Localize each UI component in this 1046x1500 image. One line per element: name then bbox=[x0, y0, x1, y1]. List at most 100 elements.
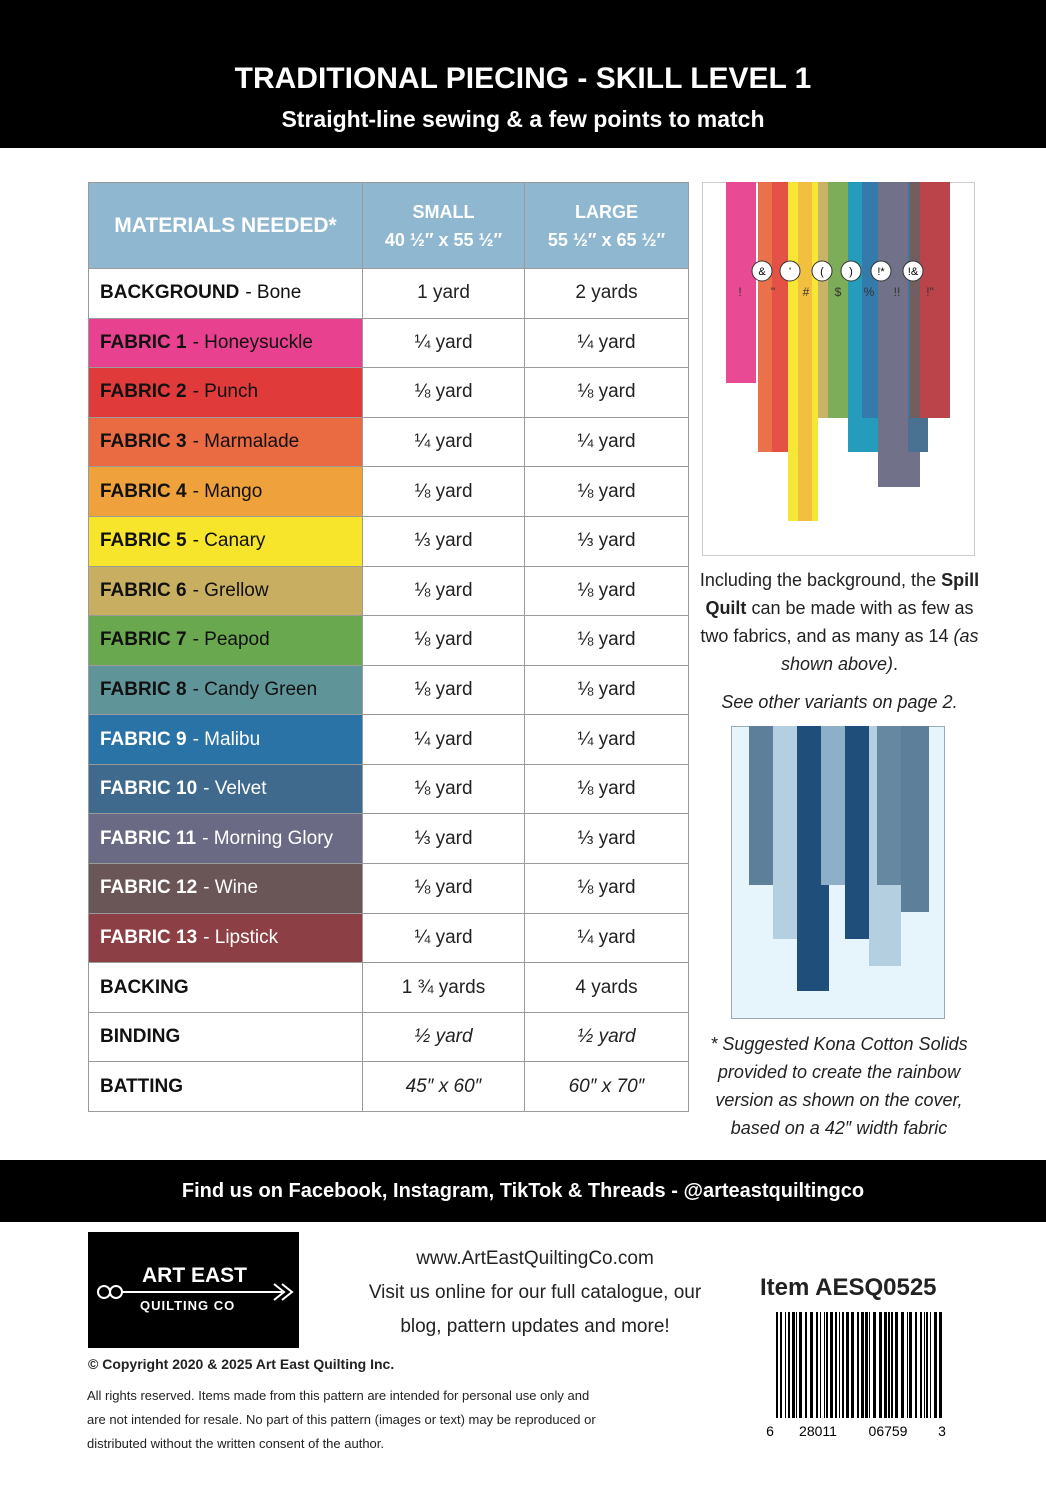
barcode-bar bbox=[846, 1312, 849, 1418]
quilt-label: !* bbox=[877, 266, 885, 278]
amount: ¼ yard bbox=[363, 318, 525, 369]
header-cell: LARGE 55 ½″ x 65 ½″ bbox=[525, 183, 689, 269]
row-label: FABRIC 3- Marmalade bbox=[89, 417, 363, 468]
amount: 1 yard bbox=[363, 269, 525, 319]
amount: ¼ yard bbox=[363, 913, 525, 964]
social: Find us on Facebook, Instagram, TikTok &… bbox=[181, 1180, 865, 1202]
logo: ART EAST QUILTING CO bbox=[88, 1232, 299, 1348]
barcode-bar bbox=[861, 1312, 864, 1418]
barcode-bar bbox=[926, 1312, 928, 1418]
fabric-desc: - Grellow bbox=[192, 579, 269, 601]
amount: ⅛ yard bbox=[525, 616, 689, 666]
row-label: FABRIC 7- Peapod bbox=[89, 616, 363, 666]
rights: All rights reserved. Items made from thi… bbox=[87, 1384, 596, 1456]
amount: 60″ x 70″ bbox=[525, 1062, 689, 1112]
label-circle bbox=[870, 260, 892, 282]
amount: ⅛ yard bbox=[525, 467, 689, 517]
fabric-name: FABRIC 12 bbox=[100, 877, 198, 899]
barcode-bar bbox=[839, 1312, 840, 1418]
barcode-bar bbox=[796, 1312, 797, 1418]
social-band: Find us on Facebook, Instagram, TikTok &… bbox=[0, 1160, 1046, 1222]
subtitle: Straight-line sewing & a few points to m… bbox=[281, 106, 765, 132]
amount: ⅛ yard bbox=[525, 566, 689, 617]
amount: 2 yards bbox=[525, 269, 689, 319]
variants-note: See other variants on page 2. bbox=[721, 692, 958, 712]
fabric-desc: - Lipstick bbox=[203, 926, 279, 948]
text-line: provided to create the rainbow bbox=[717, 1062, 961, 1082]
amount: 45″ x 60″ bbox=[363, 1062, 525, 1112]
column-size: 40 ½″ x 55 ½″ bbox=[384, 229, 503, 250]
text-line: are not intended for resale. No part of … bbox=[87, 1412, 596, 1427]
barcode-bar bbox=[835, 1312, 837, 1418]
item-number: Item AESQ0525 bbox=[760, 1274, 937, 1301]
barcode-bar bbox=[830, 1312, 833, 1418]
amount: ⅛ yard bbox=[363, 368, 525, 418]
label-circle bbox=[779, 260, 801, 282]
fabric-desc: - Mango bbox=[192, 480, 263, 502]
row-label: FABRIC 11- Morning Glory bbox=[89, 814, 363, 865]
barcode-bar bbox=[824, 1312, 825, 1418]
row-label: BACKING bbox=[89, 963, 363, 1013]
barcode-bar bbox=[901, 1312, 904, 1418]
amount: ⅛ yard bbox=[525, 764, 689, 815]
amount: ⅛ yard bbox=[525, 665, 689, 716]
text-line: Visit us online for our full catalogue, … bbox=[368, 1282, 702, 1303]
quilt-blue bbox=[731, 726, 945, 1019]
fabric-name: BACKING bbox=[100, 976, 189, 998]
amount: ⅛ yard bbox=[363, 467, 525, 517]
logo-line2: QUILTING CO bbox=[140, 1298, 236, 1313]
barcode-bar bbox=[930, 1312, 931, 1418]
amount: 1 ¾ yards bbox=[363, 963, 525, 1013]
materials-table: MATERIALS NEEDED* SMALL 40 ½″ x 55 ½″ LARGE… bbox=[88, 182, 689, 1112]
fabric-name: FABRIC 4 bbox=[100, 480, 187, 502]
fabric-desc: - Canary bbox=[192, 530, 266, 552]
barcode-bar bbox=[810, 1312, 813, 1418]
row-label: FABRIC 9- Malibu bbox=[89, 715, 363, 765]
fabric-name: FABRIC 10 bbox=[100, 778, 198, 800]
header-text: LARGE 55 ½″ x 65 ½″ bbox=[548, 198, 665, 254]
amount: ¼ yard bbox=[363, 715, 525, 765]
barcode-bar bbox=[785, 1312, 786, 1418]
fabric-name: FABRIC 2 bbox=[100, 381, 187, 403]
amount: ⅛ yard bbox=[363, 764, 525, 815]
caption-part: Including the background, the bbox=[699, 570, 942, 590]
amount: ¼ yard bbox=[525, 715, 689, 765]
barcode-bar bbox=[851, 1312, 854, 1418]
barcode-digits: 28011 bbox=[799, 1423, 837, 1439]
barcode-bar bbox=[884, 1312, 887, 1418]
text-line: distributed without the written consent … bbox=[87, 1436, 385, 1451]
label-circle bbox=[840, 260, 862, 282]
logo-arrow bbox=[97, 1283, 294, 1301]
caption: Including the background, the Spill Quil… bbox=[692, 566, 987, 678]
quilt-rainbow: & '() !* !&! " # $%!! !" bbox=[702, 182, 975, 556]
text-line: All rights reserved. Items made from thi… bbox=[87, 1388, 590, 1403]
barcode-bar bbox=[888, 1312, 890, 1418]
footnote: * Suggested Kona Cotton Solids provided t… bbox=[690, 1030, 988, 1142]
fabric-name: FABRIC 6 bbox=[100, 579, 187, 601]
quilt-label: !! bbox=[894, 285, 901, 299]
fabric-desc: - Honeysuckle bbox=[192, 331, 313, 353]
header-text: SMALL 40 ½″ x 55 ½″ bbox=[385, 198, 502, 254]
amount: ¼ yard bbox=[525, 417, 689, 468]
fabric-desc: - Malibu bbox=[192, 728, 261, 750]
barcode-bar bbox=[907, 1312, 908, 1418]
amount: ⅓ yard bbox=[525, 516, 689, 567]
fabric-desc: - Bone bbox=[245, 282, 302, 304]
amount: 4 yards bbox=[525, 963, 689, 1013]
fabric-desc: - Candy Green bbox=[192, 678, 318, 700]
row-label: FABRIC 13- Lipstick bbox=[89, 913, 363, 964]
barcode-bar bbox=[924, 1312, 925, 1418]
caption-part: can be made with as few as two fabrics, … bbox=[700, 598, 974, 646]
barcode-bar bbox=[869, 1312, 870, 1418]
fabric-name: BINDING bbox=[100, 1026, 181, 1048]
quilt-label: ( bbox=[820, 266, 824, 278]
row-label: BINDING bbox=[89, 1012, 363, 1063]
amount: ⅓ yard bbox=[363, 814, 525, 865]
barcode-digits: 06759 bbox=[869, 1423, 908, 1439]
amount: ¼ yard bbox=[525, 913, 689, 964]
label-circle bbox=[902, 260, 924, 282]
barcode-bar bbox=[891, 1312, 893, 1418]
column-title: MATERIALS NEEDED* bbox=[114, 213, 337, 237]
row-label: FABRIC 2- Punch bbox=[89, 368, 363, 418]
caption-part: . bbox=[893, 654, 899, 674]
